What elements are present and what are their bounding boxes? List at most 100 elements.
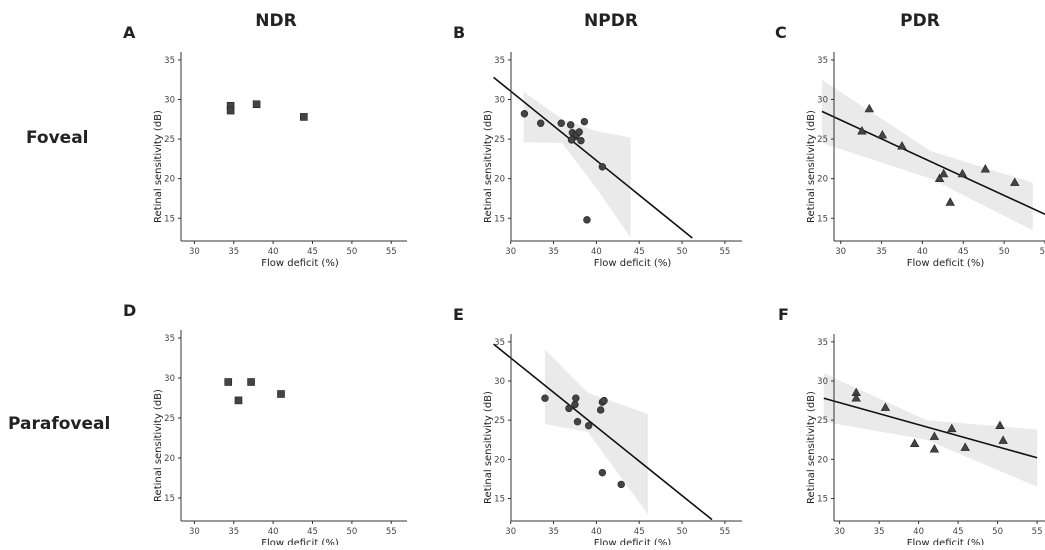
data-point xyxy=(880,402,891,411)
confidence-band xyxy=(821,79,1033,231)
y-tick-label: 30 xyxy=(494,377,505,387)
column-header-ndr: NDR xyxy=(255,11,296,31)
panel-a: A 15 20 25 30 35 30 35 40 45 50 55 Flow deficit (%) R… xyxy=(123,23,407,269)
y-tick-label: 30 xyxy=(817,377,828,387)
y-tick-label: 15 xyxy=(817,495,828,505)
data-point xyxy=(277,390,285,398)
x-tick-label: 30 xyxy=(505,527,516,537)
x-tick-label: 50 xyxy=(992,527,1003,537)
data-point xyxy=(945,197,955,206)
y-tick-label: 25 xyxy=(164,135,175,145)
y-tick-label: 30 xyxy=(817,96,828,106)
data-point xyxy=(929,444,940,453)
y-axis-title: Retinal sensitivity (dB) xyxy=(806,391,817,504)
y-tick-label: 25 xyxy=(494,416,505,426)
panel-letter: E xyxy=(453,305,464,324)
data-point xyxy=(864,103,875,113)
confidence-band xyxy=(523,91,631,239)
data-point xyxy=(566,121,575,129)
data-point xyxy=(252,100,261,109)
x-axis-title: Flow deficit (%) xyxy=(261,538,339,545)
data-point xyxy=(857,126,867,135)
x-axis-title: Flow deficit (%) xyxy=(907,538,985,545)
data-point xyxy=(934,173,945,182)
x-tick-label: 50 xyxy=(346,527,357,537)
data-point xyxy=(598,163,607,171)
confidence-band xyxy=(823,373,1038,487)
y-tick-label: 20 xyxy=(494,175,505,185)
x-tick-label: 40 xyxy=(268,527,279,537)
data-point xyxy=(583,216,591,224)
data-point xyxy=(300,113,308,121)
data-point xyxy=(851,393,861,402)
x-tick-label: 35 xyxy=(548,527,559,537)
x-tick-label: 50 xyxy=(677,247,688,257)
x-tick-label: 35 xyxy=(876,247,887,257)
x-tick-label: 50 xyxy=(677,527,688,537)
data-point xyxy=(600,396,608,405)
y-tick-label: 30 xyxy=(494,96,505,106)
x-tick-label: 55 xyxy=(386,527,397,537)
data-point xyxy=(598,468,607,477)
data-point xyxy=(247,378,255,386)
data-point xyxy=(929,431,940,440)
data-point xyxy=(536,119,545,127)
data-point xyxy=(897,141,907,150)
data-point xyxy=(877,130,888,139)
x-tick-label: 55 xyxy=(1032,527,1043,537)
y-tick-label: 35 xyxy=(164,334,175,344)
data-point xyxy=(571,400,579,409)
y-tick-label: 25 xyxy=(817,416,828,426)
y-tick-label: 35 xyxy=(817,338,828,348)
x-tick-label: 50 xyxy=(346,247,357,257)
y-axis-title: Retinal sensitivity (dB) xyxy=(483,110,494,223)
y-tick-label: 20 xyxy=(817,175,828,185)
data-point xyxy=(584,421,593,430)
y-tick-label: 30 xyxy=(164,374,175,384)
regression-line xyxy=(821,110,1045,216)
x-tick-label: 45 xyxy=(634,527,645,537)
data-point xyxy=(617,480,625,489)
y-tick-label: 15 xyxy=(494,495,505,505)
x-axis-title: Flow deficit (%) xyxy=(261,258,339,269)
data-point xyxy=(938,168,949,178)
y-tick-label: 30 xyxy=(164,96,175,106)
x-tick-label: 45 xyxy=(958,247,969,257)
panel-b: B 15 20 25 30 35 30 35 40 45 50 55 Flow deficit (%) R… xyxy=(453,23,742,269)
y-tick-label: 25 xyxy=(494,135,505,145)
y-tick-label: 25 xyxy=(164,414,175,424)
x-tick-label: 50 xyxy=(999,247,1010,257)
y-tick-label: 20 xyxy=(164,454,175,464)
x-tick-label: 40 xyxy=(591,527,602,537)
data-point xyxy=(224,378,233,386)
y-tick-label: 20 xyxy=(494,455,505,465)
panel-letter: B xyxy=(453,23,465,42)
y-tick-label: 15 xyxy=(494,214,505,224)
panel-letter: A xyxy=(123,23,136,42)
column-header-npdr: NPDR xyxy=(584,11,638,31)
data-point xyxy=(573,418,582,426)
panel-f: F 15 20 25 30 35 30 35 40 45 50 55 Flow deficit (%) R… xyxy=(778,305,1045,549)
panel-letter: D xyxy=(123,301,136,320)
x-tick-label: 30 xyxy=(834,527,845,537)
data-point xyxy=(572,394,580,402)
x-axis-title: Flow deficit (%) xyxy=(594,538,672,545)
data-point xyxy=(226,106,235,115)
data-point xyxy=(577,136,585,145)
x-tick-label: 40 xyxy=(917,247,928,257)
y-tick-label: 35 xyxy=(494,56,505,66)
x-tick-label: 40 xyxy=(913,527,924,537)
y-axis-title: Retinal sensitivity (dB) xyxy=(153,389,164,502)
data-point xyxy=(1010,177,1020,186)
data-point xyxy=(909,438,920,447)
x-tick-label: 30 xyxy=(835,247,846,257)
data-point xyxy=(998,435,1008,444)
x-axis-title: Flow deficit (%) xyxy=(594,258,672,269)
regression-line xyxy=(493,343,713,521)
regression-line xyxy=(823,397,1038,459)
y-axis-title: Retinal sensitivity (dB) xyxy=(483,391,494,504)
x-tick-label: 30 xyxy=(505,247,516,257)
x-tick-label: 30 xyxy=(189,527,200,537)
